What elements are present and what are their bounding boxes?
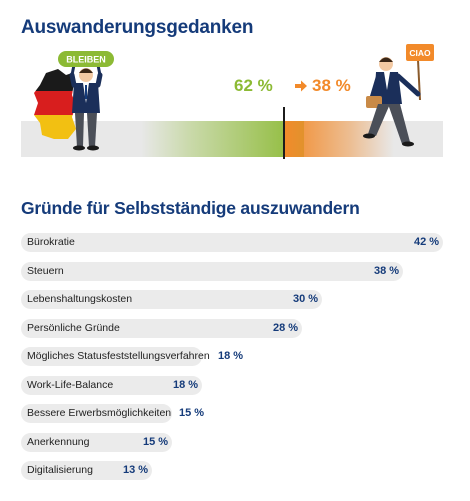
bar-category-label: Bürokratie bbox=[27, 236, 75, 248]
reasons-title: Gründe für Selbstständige auszuwandern bbox=[21, 198, 360, 218]
bar-value-label: 30 % bbox=[293, 293, 319, 305]
split-divider bbox=[283, 107, 285, 159]
bar-value-label: 15 % bbox=[143, 436, 169, 448]
bar-value-label: 28 % bbox=[273, 322, 299, 334]
bar-category-label: Digitalisierung bbox=[27, 464, 93, 476]
man-holding-sign-icon: BLEIBEN bbox=[58, 51, 114, 151]
bar-category-label: Mögliches Statusfeststellungsverfahren bbox=[27, 350, 210, 362]
bar bbox=[21, 347, 202, 366]
bar bbox=[21, 404, 172, 423]
bar-category-label: Bessere Erwerbsmöglichkeiten bbox=[27, 407, 172, 419]
bar-category-label: Steuern bbox=[27, 265, 64, 277]
bar bbox=[21, 233, 443, 252]
leave-percent: 38 % bbox=[312, 76, 351, 95]
bar-value-label: 13 % bbox=[123, 464, 149, 476]
bar-category-label: Persönliche Gründe bbox=[27, 322, 120, 334]
bar-category-label: Anerkennung bbox=[27, 436, 90, 448]
bar-category-label: Work-Life-Balance bbox=[27, 379, 114, 391]
man-walking-with-sign-icon: CIAO bbox=[363, 44, 434, 147]
bar-value-label: 38 % bbox=[374, 265, 400, 277]
bar bbox=[21, 433, 172, 452]
bar bbox=[21, 290, 322, 309]
bar bbox=[21, 262, 403, 281]
stay-gradient bbox=[141, 121, 304, 157]
stay-figure: BLEIBEN bbox=[34, 51, 114, 151]
stay-percent: 62 % bbox=[234, 76, 273, 95]
leave-percent-group: 38 % bbox=[294, 76, 351, 96]
page-title: Auswanderungsgedanken bbox=[21, 17, 254, 38]
bar-value-label: 42 % bbox=[414, 236, 440, 248]
bar bbox=[21, 319, 302, 338]
arrow-right-icon bbox=[295, 80, 307, 92]
bar bbox=[21, 461, 152, 480]
leave-figure: CIAO bbox=[363, 44, 434, 147]
bar-value-label: 15 % bbox=[179, 407, 205, 419]
bar-category-label: Lebenshaltungskosten bbox=[27, 293, 133, 305]
bar bbox=[21, 376, 202, 395]
stay-sign-label: BLEIBEN bbox=[66, 55, 106, 65]
bar-value-label: 18 % bbox=[173, 379, 199, 391]
leave-sign-label: CIAO bbox=[409, 48, 431, 58]
bar-value-label: 18 % bbox=[218, 350, 244, 362]
